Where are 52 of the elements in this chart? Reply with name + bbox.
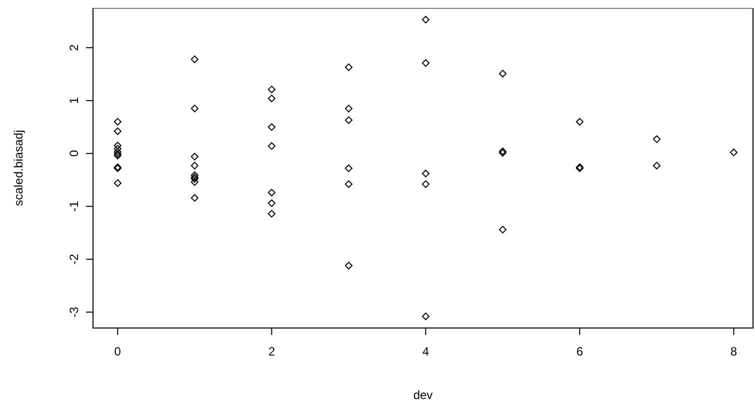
point [268,210,276,218]
point [190,56,198,64]
point [268,199,276,207]
x-tick-label: 6 [576,344,584,359]
point [190,104,198,112]
point [344,63,352,72]
x-tick-label: 8 [730,344,738,359]
point [498,226,507,234]
y-tick-label: 2 [67,44,81,52]
point [652,135,661,143]
point [114,118,122,126]
point [268,86,276,94]
point [422,170,430,178]
y-tick-label: 1 [67,96,81,104]
point [268,188,276,196]
point [344,180,352,188]
point [114,179,122,187]
point [114,148,122,156]
point [422,16,430,24]
point [190,178,198,186]
y-tick-label: -2 [67,254,81,265]
x-tick-label: 2 [268,344,276,359]
point [114,144,122,152]
point [268,94,276,102]
x-tick-label: 4 [422,344,430,359]
point [190,152,198,160]
point [190,194,198,202]
point [190,175,198,183]
point [422,180,430,188]
point [576,118,584,126]
point [268,123,276,131]
point [344,262,352,270]
point [344,104,352,112]
y-axis-title: scaled.biasadj [11,130,26,206]
point [344,116,352,124]
point [730,148,738,156]
y-tick-label: 0 [67,150,81,157]
point [498,70,507,78]
point [190,173,198,182]
point [268,142,276,150]
point [190,162,198,170]
point [344,164,352,172]
x-axis-title: dev [413,388,433,402]
point [422,312,430,320]
point [114,142,122,150]
y-tick-label: -1 [67,200,81,212]
x-tick-label: 0 [114,344,122,359]
point [652,162,661,170]
point [190,171,198,179]
point [114,127,122,136]
point [422,59,430,67]
y-tick-label: -3 [67,306,81,318]
